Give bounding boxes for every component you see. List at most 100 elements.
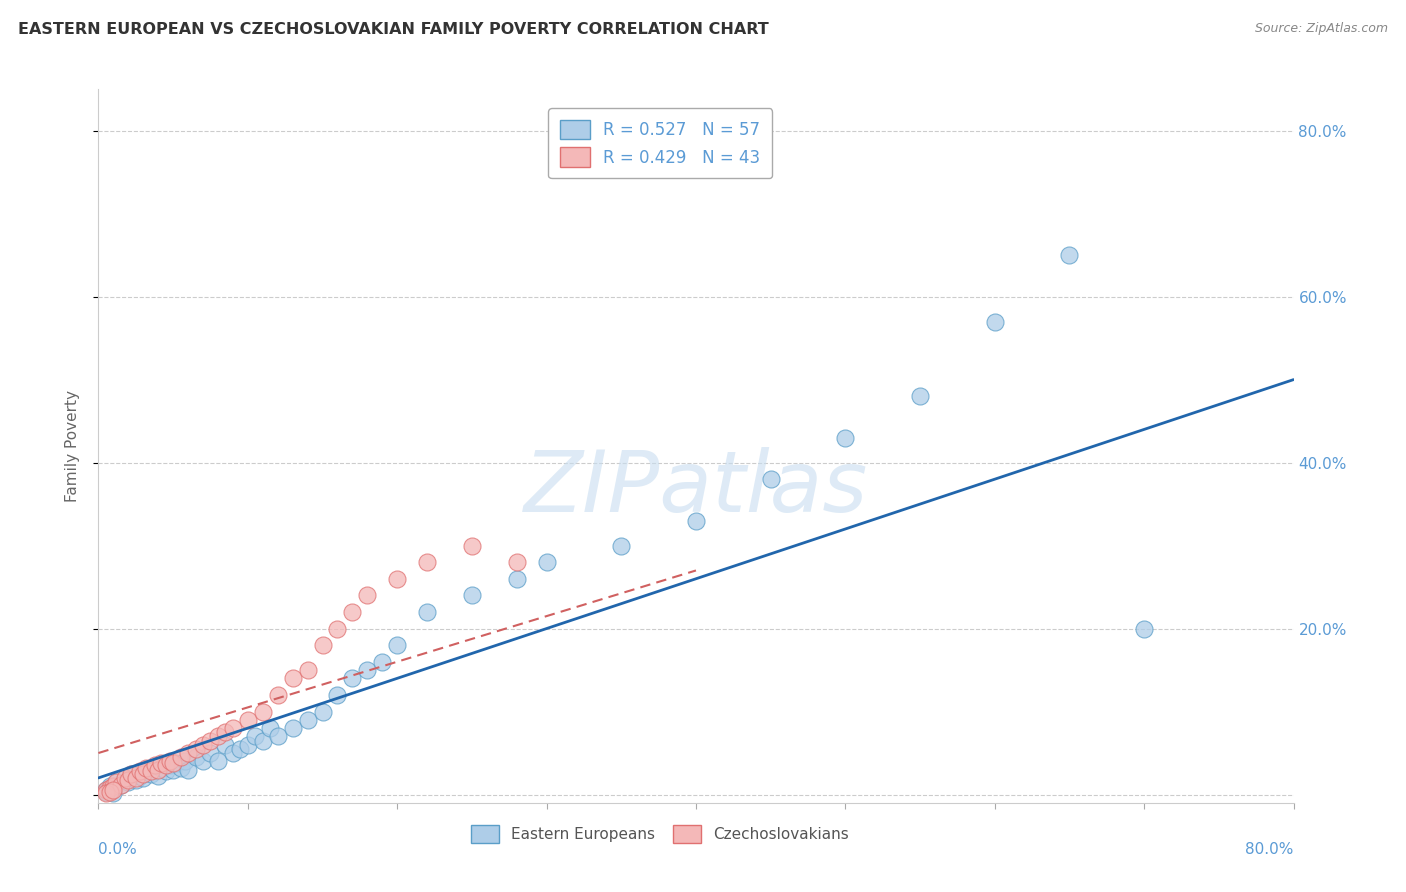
Point bbox=[120, 766, 142, 780]
Point bbox=[143, 758, 166, 772]
Point bbox=[114, 771, 136, 785]
Point bbox=[908, 389, 931, 403]
Point bbox=[236, 738, 259, 752]
Point bbox=[326, 622, 349, 636]
Point bbox=[191, 738, 214, 752]
Point bbox=[94, 783, 117, 797]
Point bbox=[103, 783, 125, 797]
Point bbox=[148, 769, 170, 783]
Point bbox=[685, 514, 707, 528]
Point bbox=[506, 572, 529, 586]
Point bbox=[356, 588, 378, 602]
Point bbox=[461, 539, 484, 553]
Point bbox=[416, 605, 439, 619]
Point bbox=[385, 572, 409, 586]
Point bbox=[229, 742, 252, 756]
Point bbox=[114, 771, 136, 785]
Point bbox=[159, 758, 181, 772]
Point bbox=[311, 705, 333, 719]
Text: EASTERN EUROPEAN VS CZECHOSLOVAKIAN FAMILY POVERTY CORRELATION CHART: EASTERN EUROPEAN VS CZECHOSLOVAKIAN FAMI… bbox=[18, 22, 769, 37]
Point bbox=[259, 721, 281, 735]
Point bbox=[165, 756, 187, 770]
Point bbox=[110, 778, 132, 792]
Point bbox=[207, 730, 229, 744]
Point bbox=[297, 713, 319, 727]
Point bbox=[135, 764, 157, 779]
Point bbox=[174, 754, 197, 768]
Point bbox=[135, 761, 157, 775]
Point bbox=[129, 769, 152, 783]
Point bbox=[155, 758, 177, 772]
Point bbox=[169, 761, 191, 775]
Point bbox=[148, 763, 170, 777]
Y-axis label: Family Poverty: Family Poverty bbox=[65, 390, 80, 502]
Point bbox=[342, 671, 364, 685]
Point bbox=[222, 721, 245, 735]
Point bbox=[326, 688, 349, 702]
Point bbox=[132, 766, 155, 780]
Legend: Eastern Europeans, Czechoslovakians: Eastern Europeans, Czechoslovakians bbox=[465, 819, 855, 848]
Point bbox=[267, 688, 290, 702]
Point bbox=[169, 750, 191, 764]
Point bbox=[120, 766, 142, 780]
Point bbox=[177, 763, 200, 777]
Point bbox=[117, 772, 139, 787]
Point bbox=[281, 721, 304, 735]
Point bbox=[311, 638, 333, 652]
Point bbox=[105, 775, 128, 789]
Point bbox=[281, 671, 304, 685]
Point bbox=[191, 754, 214, 768]
Point bbox=[536, 555, 558, 569]
Point bbox=[759, 472, 782, 486]
Point bbox=[214, 725, 236, 739]
Point bbox=[356, 663, 378, 677]
Point bbox=[252, 733, 274, 747]
Point bbox=[103, 786, 125, 800]
Point bbox=[385, 638, 409, 652]
Point bbox=[207, 754, 229, 768]
Text: 0.0%: 0.0% bbox=[98, 842, 138, 856]
Point bbox=[252, 705, 274, 719]
Point bbox=[159, 754, 181, 768]
Point bbox=[200, 733, 222, 747]
Point bbox=[184, 750, 207, 764]
Text: ZIPatlas: ZIPatlas bbox=[524, 447, 868, 531]
Point bbox=[110, 778, 132, 792]
Point bbox=[98, 785, 122, 799]
Point bbox=[139, 764, 162, 779]
Point bbox=[342, 605, 364, 619]
Point bbox=[834, 431, 856, 445]
Point bbox=[610, 539, 633, 553]
Point bbox=[214, 738, 236, 752]
Point bbox=[506, 555, 529, 569]
Point bbox=[245, 730, 267, 744]
Point bbox=[105, 775, 128, 789]
Point bbox=[371, 655, 394, 669]
Point bbox=[94, 785, 117, 799]
Point bbox=[129, 764, 152, 779]
Point bbox=[94, 786, 117, 800]
Point bbox=[200, 746, 222, 760]
Point bbox=[416, 555, 439, 569]
Point bbox=[984, 314, 1007, 328]
Point bbox=[155, 764, 177, 779]
Point bbox=[98, 780, 122, 795]
Point bbox=[162, 763, 184, 777]
Text: 80.0%: 80.0% bbox=[1246, 842, 1294, 856]
Point bbox=[150, 761, 173, 775]
Point bbox=[461, 588, 484, 602]
Point bbox=[184, 742, 207, 756]
Point bbox=[94, 783, 117, 797]
Point bbox=[177, 746, 200, 760]
Point bbox=[143, 763, 166, 777]
Point bbox=[267, 730, 290, 744]
Point bbox=[297, 663, 319, 677]
Point bbox=[150, 756, 173, 770]
Point bbox=[103, 779, 125, 793]
Point bbox=[103, 780, 125, 795]
Point bbox=[132, 771, 155, 785]
Point bbox=[1059, 248, 1081, 262]
Point bbox=[98, 779, 122, 793]
Point bbox=[139, 766, 162, 780]
Point bbox=[125, 772, 148, 787]
